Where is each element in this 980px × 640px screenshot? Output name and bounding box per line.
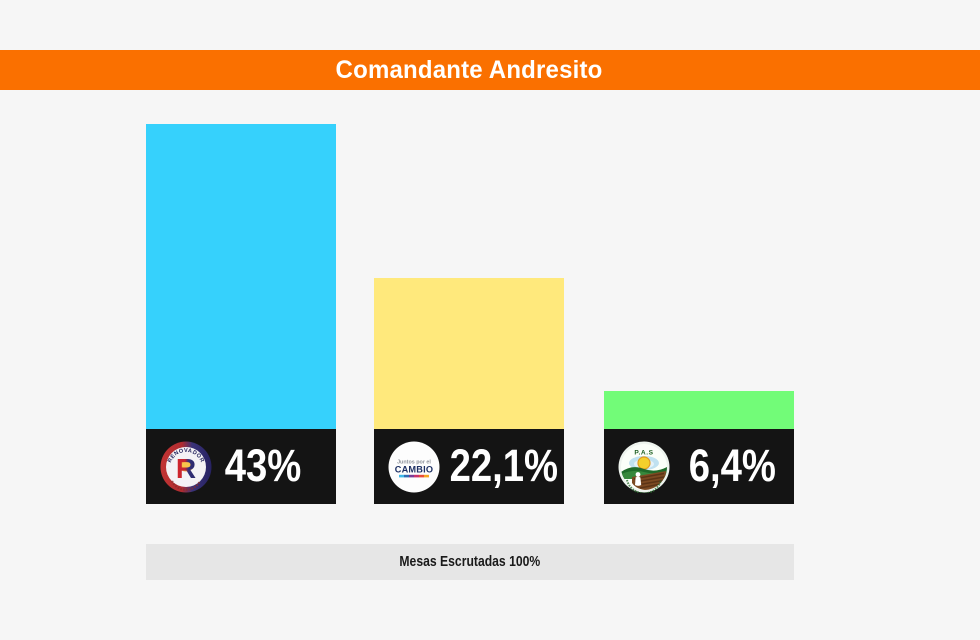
footer-status-bar: Mesas Escrutadas 100% [146, 544, 794, 580]
value-label-pas: 6,4% [688, 440, 776, 491]
page-title: Comandante Andresito [335, 55, 603, 84]
header-bar: Comandante Andresito [0, 50, 980, 90]
label-box-renovador: RENOVADOR R 43% [146, 429, 336, 504]
label-box-juntos-por-el-cambio: Juntos por el CAMBIO 22,1% [374, 429, 564, 504]
label-box-pas: P.A.S 6,4% [604, 429, 794, 504]
jxc-color-stripe [399, 474, 429, 477]
bar-column-pas: P.A.S 6,4% [604, 391, 794, 504]
pct-zone: 22,1% [440, 429, 568, 504]
bar-chart: RENOVADOR R 43% Juntos por el CAMBIO [146, 124, 794, 504]
pct-zone: 6,4% [670, 429, 794, 504]
svg-text:P.A.S: P.A.S [634, 449, 653, 456]
svg-text:CAMBIO: CAMBIO [395, 464, 433, 474]
bar-column-juntos-por-el-cambio: Juntos por el CAMBIO 22,1% [374, 278, 564, 504]
bar-fill-juntos-por-el-cambio [374, 278, 564, 429]
value-label-juntos-por-el-cambio: 22,1% [449, 440, 559, 491]
value-label-renovador: 43% [224, 440, 302, 491]
pct-zone: 43% [212, 429, 336, 504]
juntos-por-el-cambio-party-logo-icon: Juntos por el CAMBIO [388, 441, 440, 493]
bar-fill-pas [604, 391, 794, 429]
svg-text:Juntos por el: Juntos por el [397, 459, 431, 465]
footer-status-label: Mesas Escrutadas 100% [399, 553, 541, 570]
pas-party-logo-icon: P.A.S [618, 441, 670, 493]
bar-column-renovador: RENOVADOR R 43% [146, 124, 336, 504]
svg-text:R: R [176, 453, 196, 484]
renovador-party-logo-icon: RENOVADOR R [160, 441, 212, 493]
bar-fill-renovador [146, 124, 336, 429]
